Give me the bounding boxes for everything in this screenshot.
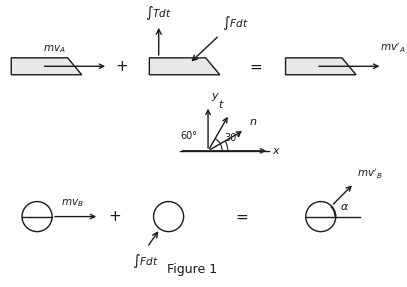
Polygon shape bbox=[149, 58, 220, 75]
Text: $=$: $=$ bbox=[247, 59, 263, 74]
Text: $mv'_B$: $mv'_B$ bbox=[357, 166, 383, 181]
Text: $\int Tdt$: $\int Tdt$ bbox=[145, 4, 172, 22]
Text: $mv_A$: $mv_A$ bbox=[43, 43, 66, 55]
Text: 30°: 30° bbox=[224, 133, 241, 143]
Text: 60°: 60° bbox=[181, 131, 198, 141]
Polygon shape bbox=[11, 58, 82, 75]
Text: $n$: $n$ bbox=[249, 117, 258, 127]
Text: $mv_B$: $mv_B$ bbox=[61, 197, 84, 209]
Text: $t$: $t$ bbox=[218, 98, 225, 110]
Text: $+$: $+$ bbox=[107, 209, 120, 224]
Text: $mv'_A$: $mv'_A$ bbox=[381, 41, 406, 55]
Text: $=$: $=$ bbox=[233, 209, 249, 224]
Text: $\int Fdt$: $\int Fdt$ bbox=[222, 13, 249, 32]
Polygon shape bbox=[286, 58, 356, 75]
Text: $\alpha$: $\alpha$ bbox=[339, 202, 349, 212]
Text: $+$: $+$ bbox=[115, 59, 128, 74]
Text: $\int Fdt$: $\int Fdt$ bbox=[132, 252, 158, 270]
Text: $x$: $x$ bbox=[272, 146, 281, 156]
Text: $y$: $y$ bbox=[211, 91, 220, 103]
Text: Figure 1: Figure 1 bbox=[168, 263, 218, 276]
